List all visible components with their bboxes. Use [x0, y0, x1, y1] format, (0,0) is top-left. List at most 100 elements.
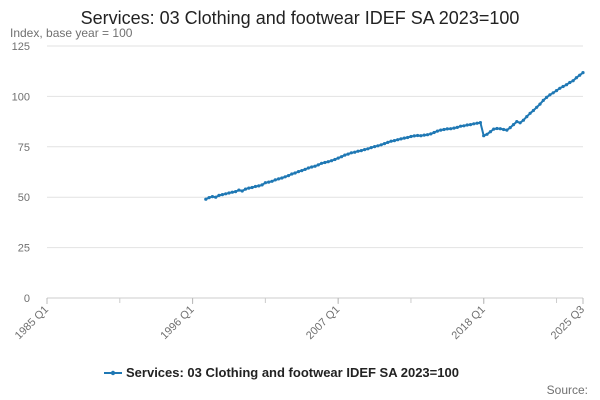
- data-point: [260, 183, 264, 187]
- data-point: [429, 132, 433, 136]
- data-point: [515, 120, 519, 124]
- data-point: [386, 140, 390, 144]
- series-line: [205, 71, 584, 201]
- data-point: [323, 160, 327, 165]
- data-point: [482, 134, 486, 138]
- data-point: [316, 163, 320, 167]
- data-point: [250, 185, 254, 190]
- data-point: [548, 93, 552, 97]
- data-point: [204, 197, 208, 201]
- x-tick-label: 2025 Q3: [549, 304, 587, 342]
- legend[interactable]: Services: 03 Clothing and footwear IDEF …: [104, 365, 459, 380]
- data-point: [571, 79, 575, 83]
- data-point: [273, 178, 277, 182]
- data-point: [267, 180, 271, 184]
- data-point: [468, 123, 473, 127]
- data-point: [373, 145, 377, 149]
- data-point: [455, 125, 459, 129]
- data-point: [339, 155, 344, 159]
- data-point: [293, 171, 297, 175]
- data-point: [366, 147, 370, 151]
- data-point: [545, 95, 549, 99]
- y-tick-label: 25: [18, 243, 30, 255]
- data-point: [452, 126, 456, 130]
- x-tick-label: 2007 Q1: [304, 304, 342, 342]
- data-point: [359, 149, 363, 153]
- data-point: [445, 127, 449, 131]
- data-point: [419, 134, 423, 138]
- chart-subtitle: Index, base year = 100: [10, 26, 133, 40]
- data-point: [535, 105, 539, 109]
- y-tick-label: 0: [24, 293, 30, 305]
- data-point: [412, 134, 416, 138]
- data-point: [346, 152, 350, 156]
- data-point: [207, 196, 211, 200]
- data-point: [402, 136, 406, 140]
- data-point: [554, 89, 559, 93]
- data-point: [234, 190, 238, 194]
- data-point: [558, 86, 562, 90]
- x-tick-label: 1985 Q1: [13, 304, 51, 342]
- data-point: [518, 121, 522, 125]
- data-point: [214, 195, 218, 199]
- data-point: [382, 142, 387, 146]
- x-axis: 1985 Q1 1996 Q1 2007 Q1 2018 Q1 2025 Q3: [13, 297, 587, 342]
- data-point: [286, 174, 291, 178]
- legend-label: Services: 03 Clothing and footwear IDEF …: [126, 365, 459, 380]
- data-point: [472, 122, 476, 126]
- y-tick-label: 75: [18, 142, 30, 154]
- data-point: [495, 126, 499, 131]
- y-tick-label: 50: [18, 192, 30, 204]
- x-tick-label: 2018 Q1: [450, 304, 488, 342]
- data-point: [465, 123, 469, 127]
- data-point: [541, 98, 545, 102]
- data-point: [343, 153, 347, 157]
- data-point: [422, 133, 426, 137]
- data-point: [505, 128, 509, 132]
- data-point: [551, 91, 555, 95]
- data-point: [521, 118, 526, 122]
- data-point: [502, 127, 506, 132]
- data-point: [326, 160, 330, 164]
- data-point: [333, 157, 337, 162]
- data-point: [561, 84, 565, 89]
- data-point: [353, 150, 357, 154]
- data-point: [253, 184, 257, 189]
- data-point: [240, 189, 244, 193]
- data-point: [531, 108, 536, 113]
- plot-area: [204, 71, 585, 201]
- data-point: [237, 188, 241, 192]
- data-point: [574, 76, 579, 80]
- data-point: [217, 193, 221, 197]
- data-point: [439, 128, 443, 132]
- data-point: [406, 135, 410, 140]
- data-point: [462, 124, 466, 128]
- y-axis-ticks: 0 25 50 75 100 125: [12, 41, 30, 305]
- y-tick-label: 100: [12, 91, 30, 103]
- data-point: [475, 121, 479, 125]
- data-point: [432, 130, 436, 135]
- data-point: [379, 143, 383, 147]
- data-point: [303, 167, 307, 171]
- data-point: [525, 115, 529, 119]
- data-point: [578, 73, 582, 77]
- data-point: [435, 129, 439, 133]
- data-point: [227, 191, 231, 195]
- data-point: [369, 146, 373, 150]
- data-point: [336, 156, 340, 160]
- data-point: [459, 124, 463, 128]
- data-point: [425, 133, 430, 137]
- data-point: [310, 165, 314, 169]
- data-point: [508, 126, 512, 130]
- data-point: [363, 148, 367, 152]
- data-point: [280, 176, 284, 180]
- data-point: [210, 195, 214, 199]
- data-point: [313, 164, 317, 168]
- data-point: [349, 151, 353, 155]
- data-point: [568, 80, 572, 85]
- data-point: [389, 139, 393, 143]
- data-point: [329, 159, 334, 163]
- data-point: [449, 127, 453, 131]
- data-point: [270, 179, 274, 183]
